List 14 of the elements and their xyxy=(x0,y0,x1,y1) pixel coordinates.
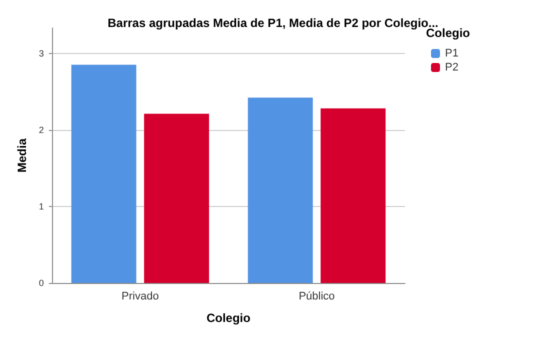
bar xyxy=(248,98,313,283)
bar xyxy=(144,114,210,283)
bar xyxy=(320,108,386,283)
y-tick-label: 2 xyxy=(38,124,44,135)
legend-label: P2 xyxy=(445,62,458,74)
x-tick-label: Privado xyxy=(122,290,159,302)
y-tick-label: 0 xyxy=(38,278,44,288)
x-axis-title: Colegio xyxy=(206,311,250,325)
y-tick-label: 3 xyxy=(38,48,44,58)
legend-label: P1 xyxy=(445,48,458,60)
y-axis-title: Media xyxy=(15,138,29,173)
bar xyxy=(71,64,136,283)
x-tick-label: Público xyxy=(298,290,335,302)
y-tick-label: 1 xyxy=(38,201,44,212)
